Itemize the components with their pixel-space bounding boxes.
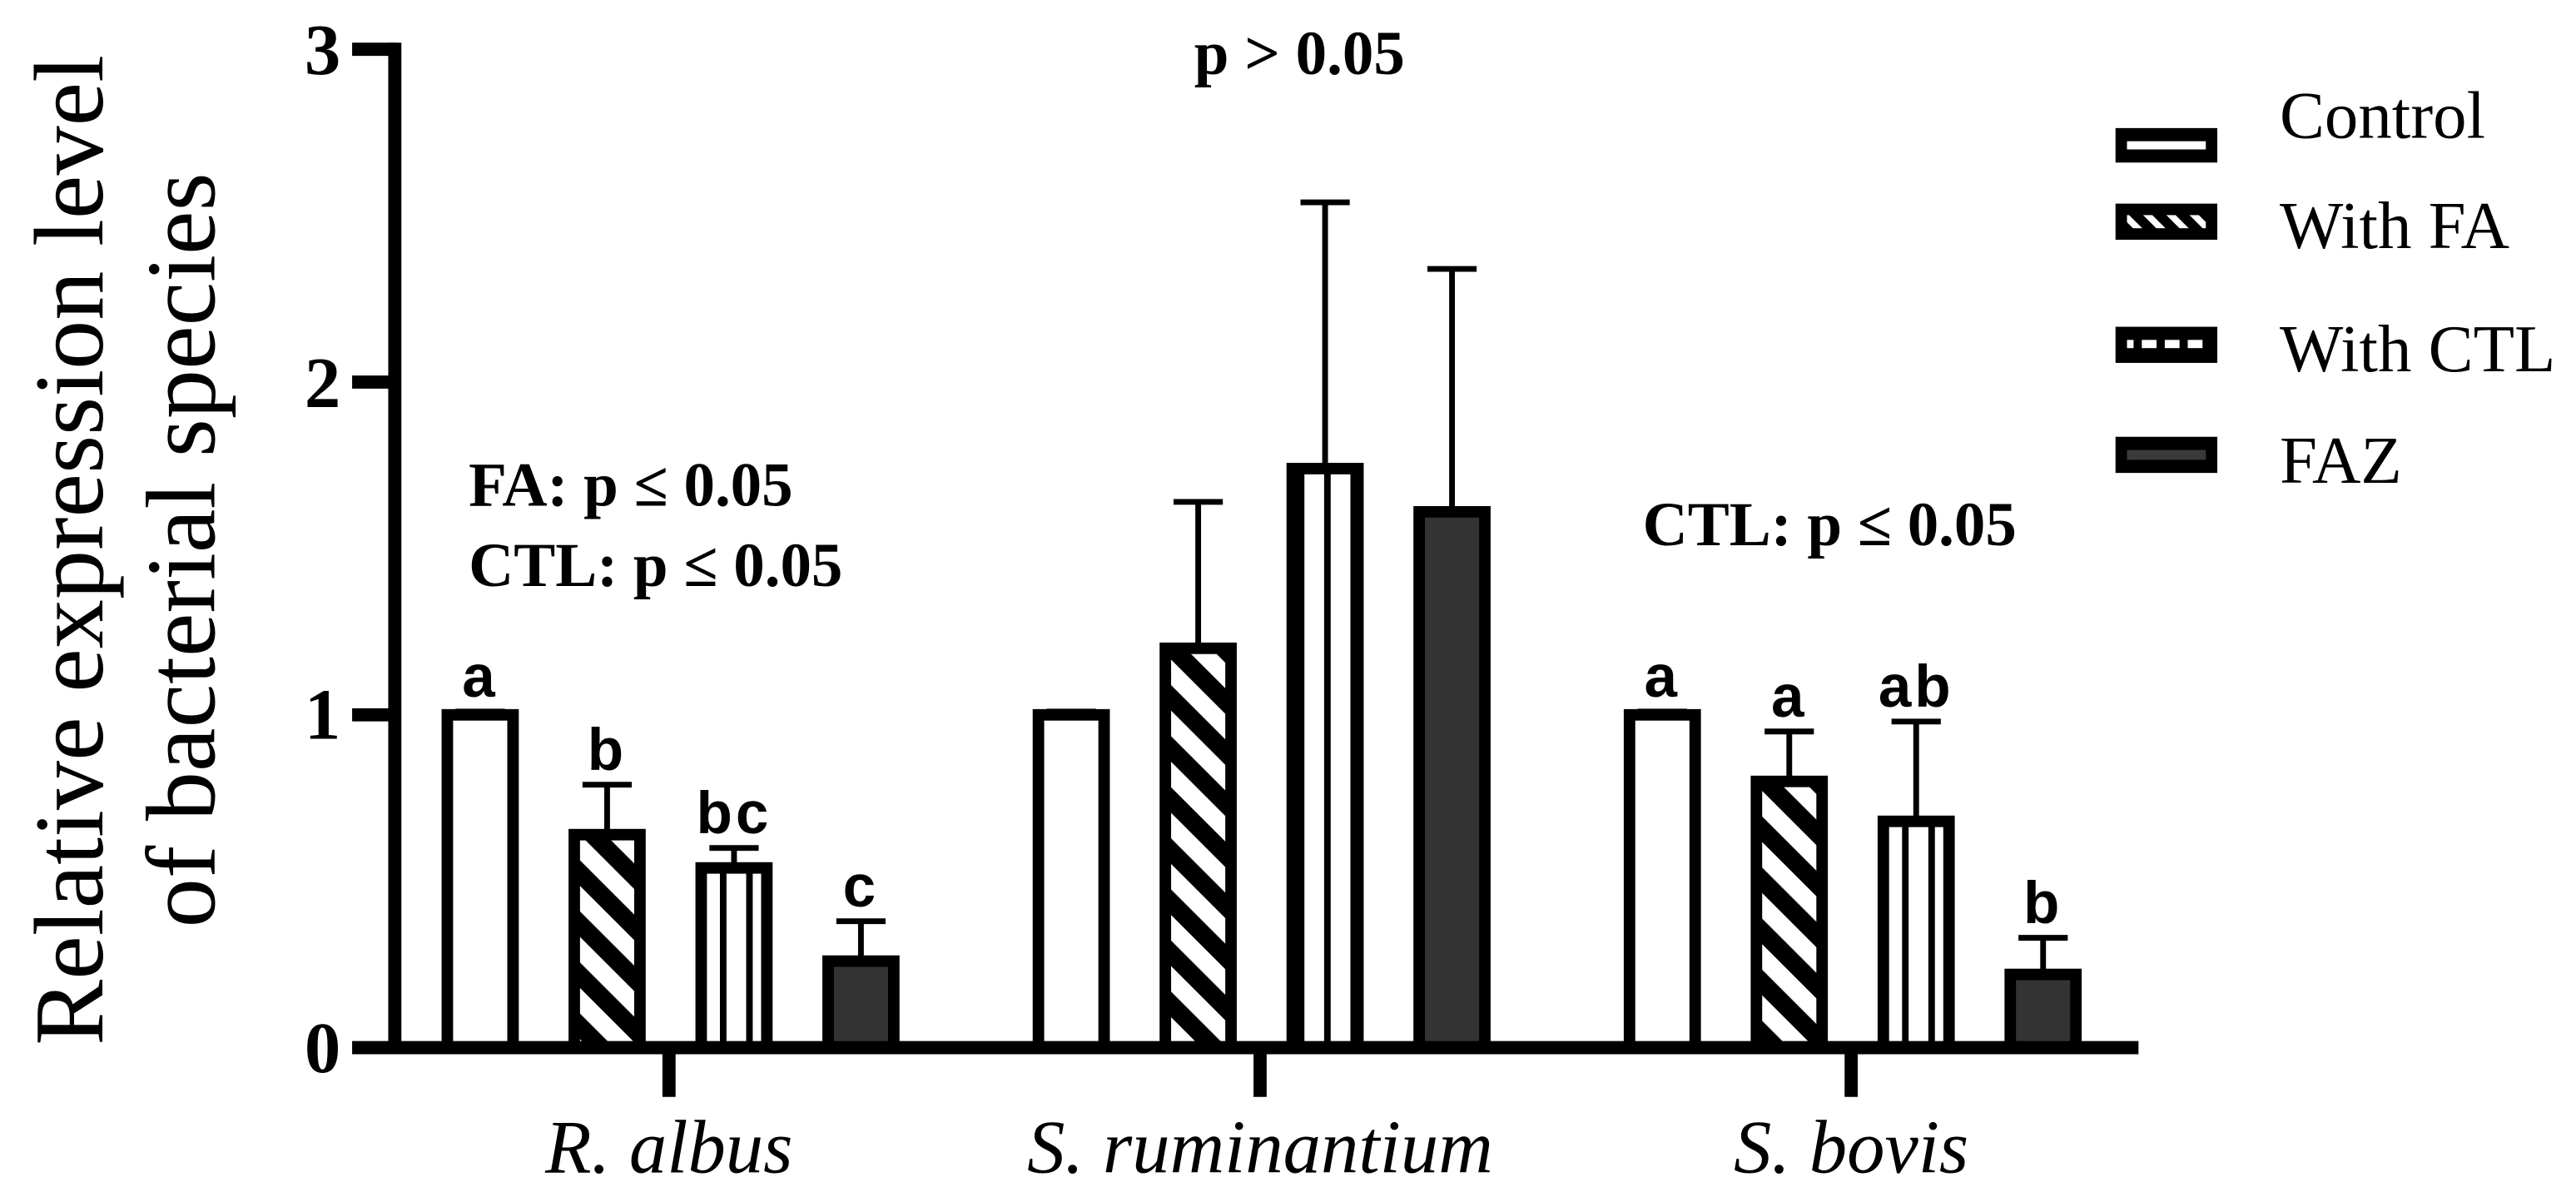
error-bar-with-fa-r-albus	[582, 782, 633, 835]
error-bar-faz-s-ruminantium	[1427, 266, 1477, 512]
bar-faz-s-bovis	[2004, 968, 2082, 1054]
legend-item-with-fa: With FA	[2115, 189, 2509, 263]
bar-control-s-ruminantium	[1032, 708, 1110, 1054]
legend-item-faz: FAZ	[2115, 424, 2402, 498]
legend-label-control: Control	[2280, 79, 2485, 153]
annotation-r-albus-fa: FA: p ≤ 0.05	[469, 451, 793, 520]
x-axis: R. albus S. ruminantium S. bovis	[388, 1041, 2139, 1189]
error-bar-with-ctl-s-ruminantium	[1300, 199, 1350, 469]
bar-with-ctl-s-bovis	[1877, 815, 1955, 1054]
annotation-r-albus-ctl: CTL: p ≤ 0.05	[469, 531, 842, 600]
y-tick-label-1: 1	[305, 675, 340, 755]
bar-with-fa-s-bovis	[1750, 775, 1829, 1054]
category-label-r-albus: R. albus	[544, 1105, 792, 1189]
error-bar-faz-s-bovis	[2018, 935, 2068, 975]
y-axis-title-line-1: Relative expression level	[15, 55, 124, 1046]
category-label-s-ruminantium: S. ruminantium	[1027, 1105, 1493, 1189]
significance-letter: a	[462, 644, 498, 710]
category-label-s-bovis: S. bovis	[1734, 1105, 1968, 1189]
bar-control-s-bovis	[1623, 708, 1701, 1054]
significance-letter: ab	[1879, 654, 1954, 720]
y-tick-label-2: 2	[305, 343, 340, 423]
bar-with-ctl-r-albus	[695, 862, 773, 1054]
bar-with-ctl-s-ruminantium	[1286, 463, 1364, 1054]
error-bar-with-fa-s-ruminantium	[1174, 499, 1223, 648]
bar-control-r-albus	[441, 708, 519, 1054]
annotation-s-ruminantium: p > 0.05	[1194, 19, 1405, 88]
legend-label-faz: FAZ	[2280, 424, 2402, 498]
annotation-s-bovis-ctl: CTL: p ≤ 0.05	[1643, 490, 2017, 559]
bar-with-fa-r-albus	[568, 828, 646, 1054]
legend-item-control: Control	[2115, 79, 2485, 163]
significance-letter: c	[843, 854, 879, 920]
error-bar-with-ctl-s-bovis	[1891, 718, 1941, 822]
significance-letter: b	[2023, 871, 2062, 936]
error-bar-with-fa-s-bovis	[1764, 728, 1814, 782]
y-axis-title: Relative expression level of bacterial s…	[15, 55, 236, 1046]
legend-label-with-fa: With FA	[2280, 189, 2509, 263]
y-tick-label-3: 3	[305, 10, 340, 90]
legend-label-with-ctl: With CTL	[2280, 312, 2555, 386]
bar-faz-r-albus	[822, 955, 900, 1054]
y-tick-label-0: 0	[305, 1008, 340, 1088]
y-axis-title-line-2: of bacterial species	[127, 172, 236, 927]
error-bar-faz-r-albus	[836, 918, 886, 961]
bar-with-fa-s-ruminantium	[1159, 642, 1237, 1054]
significance-letter: a	[1645, 644, 1680, 710]
significance-letter: bc	[697, 781, 772, 847]
legend-item-with-ctl: With CTL	[2115, 312, 2555, 386]
bar-faz-s-ruminantium	[1413, 505, 1491, 1054]
y-axis: 3 2 1 0	[305, 10, 402, 1088]
significance-letter: a	[1771, 664, 1807, 730]
legend: Control With FA With CTL FAZ	[2115, 79, 2555, 498]
annotations: FA: p ≤ 0.05 CTL: p ≤ 0.05 p > 0.05 CTL:…	[469, 19, 2017, 600]
significance-letter: b	[588, 718, 627, 783]
